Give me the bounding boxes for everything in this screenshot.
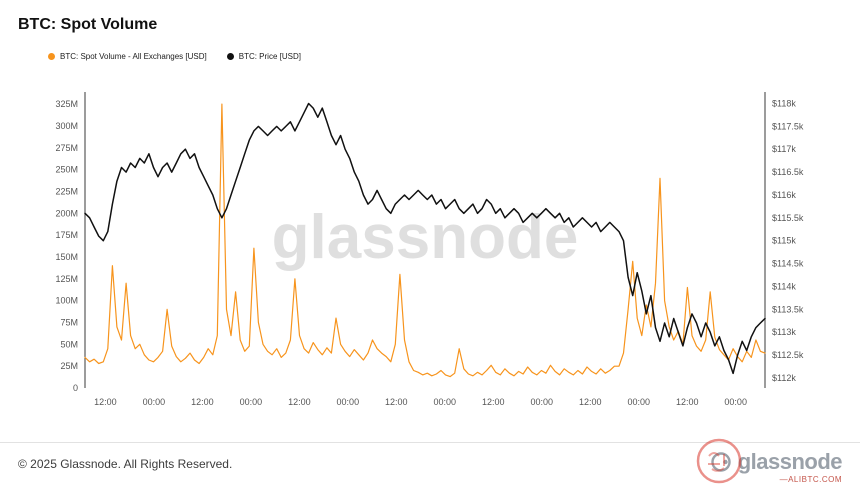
left-axis-tick-label: 250M	[55, 165, 78, 175]
x-axis-tick-label: 00:00	[627, 397, 650, 407]
chart-canvas: glassnode 0 25M 50M 75M 100M 125M 150M 175M 200M 2…	[55, 92, 804, 407]
right-axis-tick-label: $118k	[772, 98, 796, 108]
x-axis-tick-label: 12:00	[288, 397, 311, 407]
left-axis-tick-label: 200M	[55, 208, 78, 218]
legend-label-spot-volume: BTC: Spot Volume - All Exchanges [USD]	[60, 52, 207, 61]
left-axis-tick-label: 75M	[60, 317, 78, 327]
left-axis-tick-label: 150M	[55, 252, 78, 262]
left-axis-tick-label: 175M	[55, 230, 78, 240]
right-axis-tick-label: $112.5k	[772, 350, 804, 360]
left-axis-tick-label: 300M	[55, 121, 78, 131]
right-axis-tick-label: $113k	[772, 327, 796, 337]
series-spot-volume-line	[84, 103, 766, 378]
x-axis-tick-label: 12:00	[579, 397, 602, 407]
left-axis-tick-label: 100M	[55, 296, 78, 306]
right-axis-tick-label: $115k	[772, 236, 796, 246]
chart-area[interactable]: glassnode 0 25M 50M 75M 100M 125M 150M 175M 200M 2…	[0, 86, 860, 422]
chart-legend: BTC: Spot Volume - All Exchanges [USD] B…	[48, 52, 301, 61]
glassnode-brand: glassnode	[710, 449, 843, 475]
x-axis-tick-label: 12:00	[482, 397, 505, 407]
x-axis-tick-label: 00:00	[337, 397, 360, 407]
x-axis-tick-label: 12:00	[385, 397, 408, 407]
x-axis-tick-label: 00:00	[240, 397, 263, 407]
left-axis-tick-label: 275M	[55, 143, 78, 153]
left-axis-tick-label: 225M	[55, 186, 78, 196]
right-axis-tick-label: $113.5k	[772, 304, 804, 314]
x-axis-tick-label: 12:00	[191, 397, 214, 407]
right-axis-tick-label: $116.5k	[772, 167, 804, 177]
right-axis-tick-label: $114k	[772, 281, 796, 291]
brand-block: glassnode —ALIBTC.COM	[696, 438, 843, 484]
left-axis-tick-label: 325M	[55, 99, 78, 109]
x-axis-tick-label: 12:00	[94, 397, 117, 407]
right-axis-tick-label: $116k	[772, 190, 796, 200]
x-axis-tick-label: 00:00	[724, 397, 747, 407]
glassnode-logo-text: glassnode	[737, 449, 843, 474]
glassnode-logo-icon	[710, 452, 731, 472]
stamp-text: —ALIBTC.COM	[779, 475, 842, 484]
left-axis-tick-label: 50M	[60, 339, 78, 349]
footer: © 2025 Glassnode. All Rights Reserved. g…	[0, 438, 860, 484]
copyright-text: © 2025 Glassnode. All Rights Reserved.	[18, 456, 233, 471]
x-axis-tick-label: 00:00	[530, 397, 553, 407]
watermark: glassnode	[272, 203, 579, 272]
x-axis-tick-label: 00:00	[434, 397, 457, 407]
right-axis-tick-label: $114.5k	[772, 259, 804, 269]
legend-item-spot-volume[interactable]: BTC: Spot Volume - All Exchanges [USD]	[48, 52, 207, 61]
legend-swatch-price-icon	[226, 53, 234, 60]
legend-label-price: BTC: Price [USD]	[238, 52, 301, 61]
left-axis-tick-label: 25M	[60, 361, 78, 371]
page-title: BTC: Spot Volume	[18, 16, 158, 33]
x-axis-tick-label: 00:00	[143, 397, 166, 407]
right-axis-tick-label: $112k	[772, 373, 796, 383]
left-axis-tick-label: 125M	[55, 274, 78, 284]
right-axis-tick-label: $115.5k	[772, 213, 804, 223]
series-price-line	[84, 102, 766, 375]
left-axis-tick-label: 0	[73, 383, 78, 393]
legend-item-price[interactable]: BTC: Price [USD]	[226, 52, 301, 61]
legend-swatch-spot-volume-icon	[48, 53, 55, 60]
x-axis-tick-label: 12:00	[676, 397, 699, 407]
right-axis-tick-label: $117k	[772, 144, 796, 154]
right-axis-tick-label: $117.5k	[772, 121, 804, 131]
